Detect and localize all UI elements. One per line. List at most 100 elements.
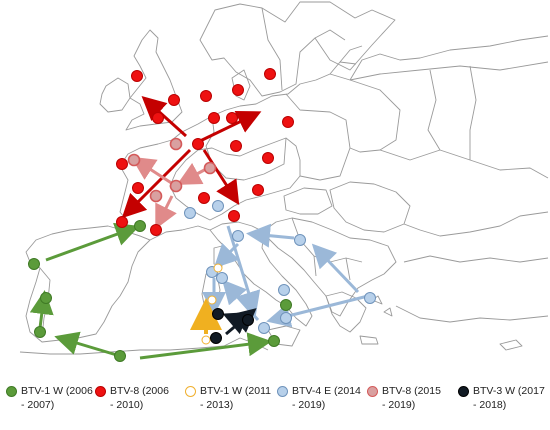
outbreak-point-btv4e-1419 (212, 200, 224, 212)
outbreak-point-btv1w-0607 (134, 220, 146, 232)
legend-swatch-gold-ring (185, 386, 196, 397)
outbreak-point-btv8-0610 (116, 216, 128, 228)
arrow-btv8-1519-2 (176, 162, 209, 185)
outbreak-point-btv1w-1113 (213, 263, 223, 273)
central-europe-borders (169, 137, 301, 221)
legend-item-btv3w-1718: BTV-3 W (2017 - 2018) (458, 384, 550, 412)
outbreak-point-btv1w-0607 (40, 292, 52, 304)
outbreak-point-btv8-0610 (208, 112, 220, 124)
outbreak-point-btv8-1519 (169, 179, 183, 193)
outbreak-point-btv1w-0607 (34, 326, 46, 338)
outbreak-point-btv8-0610 (264, 68, 276, 80)
arrow-btv8-0610-4 (202, 149, 240, 206)
legend-label-line1: BTV-4 E (2014 (292, 385, 361, 397)
continent-coast (181, 61, 549, 133)
outbreak-point-btv8-0610 (168, 94, 180, 106)
outbreak-point-btv8-1519 (149, 189, 163, 203)
outbreak-point-btv3w-1718 (212, 308, 224, 320)
outbreak-point-btv8-0610 (192, 138, 204, 150)
scandinavia-outline (199, 1, 396, 97)
legend-label-line2: - 2018) (473, 399, 507, 411)
legend-label-line2: - 2007) (21, 399, 55, 411)
ireland-outline (99, 77, 131, 113)
outbreak-point-btv3w-1718 (210, 332, 222, 344)
legend-swatch-lightblue-circle (277, 386, 288, 397)
arrow-btv4e-1419-7 (226, 225, 261, 316)
arrow-btv8-0610-1 (141, 95, 188, 138)
legend-item-btv8-0610: BTV-8 (2006 - 2010) (95, 384, 188, 412)
legend-swatch-red-circle (95, 386, 106, 397)
legend-label-line2: - 2010) (110, 399, 144, 411)
outbreak-point-btv1w-0607 (268, 335, 280, 347)
outbreak-point-btv8-0610 (232, 84, 244, 96)
outbreak-point-btv8-1519 (203, 161, 217, 175)
outbreak-point-btv4e-1419 (278, 284, 290, 296)
legend-label-line2: - 2019) (382, 399, 416, 411)
outbreak-point-btv1w-1113 (201, 335, 211, 345)
mediterranean-france-coast (149, 225, 211, 241)
russia-baltic-borders (349, 35, 549, 81)
legend-label-line1: BTV-1 W (2011 (200, 385, 271, 397)
legend-label-line2: - 2013) (200, 399, 234, 411)
turkey-south-coast (395, 305, 549, 323)
outbreak-point-btv8-0610 (228, 210, 240, 222)
outbreak-point-btv8-0610 (262, 152, 274, 164)
baltic-states-borders (329, 45, 363, 75)
map-canvas (19, 1, 549, 362)
legend-item-btv4e-1419: BTV-4 E (2014 - 2019) (277, 384, 370, 412)
spread-arrows (29, 95, 369, 360)
outbreak-point-btv4e-1419 (184, 207, 196, 219)
belarus-ukraine-border (349, 79, 401, 153)
outbreak-point-btv8-0610 (198, 192, 210, 204)
outbreak-point-btv4e-1419 (364, 292, 376, 304)
outbreak-point-btv8-0610 (282, 116, 294, 128)
arrow-btv4e-1419-1 (246, 223, 295, 248)
outbreak-point-btv4e-1419 (280, 312, 292, 324)
arrow-btv4e-1419-2 (311, 243, 360, 294)
legend-label-line1: BTV-8 (2015 (382, 385, 441, 397)
east-interior-borders (427, 65, 477, 160)
outbreak-point-btv8-0610 (252, 184, 264, 196)
romania-outline (329, 181, 411, 233)
outbreak-point-btv4e-1419 (232, 230, 244, 242)
cyprus-outline (499, 339, 523, 351)
outbreak-point-btv8-0610 (152, 112, 164, 124)
aegean-islands (359, 295, 393, 345)
legend-swatch-green-circle (6, 386, 17, 397)
finland-border (314, 29, 346, 41)
legend-label-line1: BTV-3 W (2017 (473, 385, 545, 397)
great-britain-outline (125, 29, 183, 131)
greece-outline (325, 291, 367, 333)
balkans-outline (261, 217, 397, 317)
outbreak-point-btv1w-0607 (28, 258, 40, 270)
outbreak-point-btv8-0610 (230, 140, 242, 152)
arrow-btv3w-1718-2 (222, 312, 250, 335)
arrow-btv4e-1419-6 (222, 279, 260, 321)
outbreak-point-btv1w-1113 (207, 295, 217, 305)
outbreak-point-btv4e-1419 (258, 322, 270, 334)
arrow-btv1w-0607-4 (45, 222, 140, 262)
legend-item-btv1w-1113: BTV-1 W (2011 - 2013) (185, 384, 278, 412)
norway-sweden-border (261, 7, 283, 91)
legend-item-btv1w-0607: BTV-1 W (2006 - 2007) (6, 384, 99, 412)
legend-label-line1: BTV-8 (2006 (110, 385, 169, 397)
black-sea-coast (403, 211, 549, 237)
outbreak-point-btv8-0610 (150, 224, 162, 236)
arrow-btv1w-0607-1 (54, 331, 121, 358)
arrow-btv8-0610-2 (197, 111, 262, 144)
legend: BTV-1 W (2006 - 2007) BTV-8 (2006 - 2010… (0, 380, 550, 430)
outbreak-point-btv8-0610 (132, 182, 144, 194)
outbreak-point-btv8-0610 (200, 90, 212, 102)
outbreak-points (28, 68, 376, 362)
arrow-btv8-1519-3 (155, 195, 177, 230)
outbreak-point-btv1w-0607 (280, 299, 292, 311)
arrow-btv8-1519-1 (130, 156, 177, 188)
outbreak-point-btv4e-1419 (216, 272, 228, 284)
poland-border (285, 93, 351, 181)
outbreak-point-btv4e-1419 (294, 234, 306, 246)
legend-swatch-black-circle (458, 386, 469, 397)
turkey-coast (403, 255, 549, 263)
outbreak-point-btv8-1519 (127, 153, 141, 167)
legend-item-btv8-1519: BTV-8 (2015 - 2019) (367, 384, 460, 412)
